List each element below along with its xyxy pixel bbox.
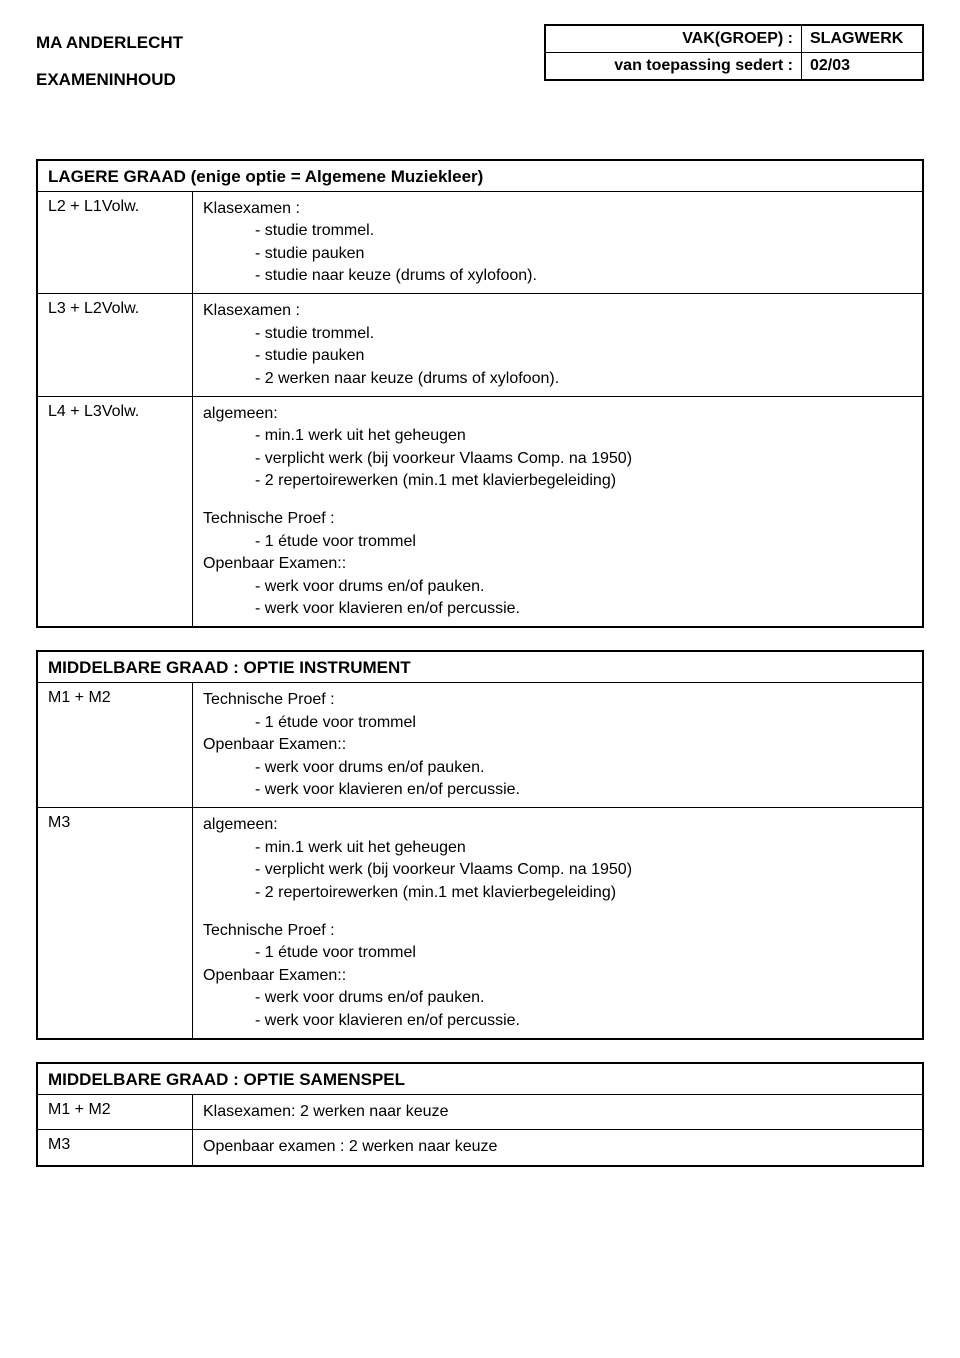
mi-title: MIDDELBARE GRAAD : OPTIE INSTRUMENT [38, 652, 922, 682]
vak-label: VAK(GROEP) : [546, 26, 802, 52]
ms-row-m3: M3 Openbaar examen : 2 werken naar keuze [38, 1129, 922, 1164]
l4-label: L4 + L3Volw. [38, 397, 193, 627]
mi-m3-alg-2: - verplicht werk (bij voorkeur Vlaams Co… [203, 859, 912, 881]
l3-item-2: - studie pauken [203, 345, 912, 367]
l4-tech-1: - 1 étude voor trommel [203, 531, 912, 553]
l2-item-2: - studie pauken [203, 243, 912, 265]
header-row-date: van toepassing sedert : 02/03 [546, 53, 922, 79]
l4-alg-2: - verplicht werk (bij voorkeur Vlaams Co… [203, 448, 912, 470]
l3-item-1: - studie trommel. [203, 323, 912, 345]
lagere-title: LAGERE GRAAD (enige optie = Algemene Muz… [38, 161, 922, 191]
middel-samenspel-table: MIDDELBARE GRAAD : OPTIE SAMENSPEL M1 + … [36, 1062, 924, 1167]
lagere-row-l3: L3 + L2Volw. Klasexamen : - studie tromm… [38, 293, 922, 396]
l2-item-3: - studie naar keuze (drums of xylofoon). [203, 265, 912, 287]
ms-m3-content: Openbaar examen : 2 werken naar keuze [193, 1130, 922, 1164]
middel-instrument-table: MIDDELBARE GRAAD : OPTIE INSTRUMENT M1 +… [36, 650, 924, 1039]
lagere-row-l2: L2 + L1Volw. Klasexamen : - studie tromm… [38, 191, 922, 294]
mi-m1m2-content: Technische Proef : - 1 étude voor tromme… [193, 683, 922, 807]
mi-m3-tech-heading: Technische Proef : [203, 920, 912, 942]
mi-row-m3: M3 algemeen: - min.1 werk uit het geheug… [38, 807, 922, 1038]
l4-open-2: - werk voor klavieren en/of percussie. [203, 598, 912, 620]
mi-m1m2-tech-1: - 1 étude voor trommel [203, 712, 912, 734]
l2-label: L2 + L1Volw. [38, 192, 193, 294]
ms-m1m2-content: Klasexamen: 2 werken naar keuze [193, 1095, 922, 1129]
header-left: MA ANDERLECHT EXAMENINHOUD [36, 24, 183, 99]
lagere-row-l4: L4 + L3Volw. algemeen: - min.1 werk uit … [38, 396, 922, 627]
mi-m3-open-heading: Openbaar Examen:: [203, 965, 912, 987]
mi-m3-alg-heading: algemeen: [203, 814, 912, 836]
date-label: van toepassing sedert : [546, 53, 802, 79]
l2-content: Klasexamen : - studie trommel. - studie … [193, 192, 922, 294]
page-header: MA ANDERLECHT EXAMENINHOUD VAK(GROEP) : … [36, 24, 924, 99]
mi-m3-open-2: - werk voor klavieren en/of percussie. [203, 1010, 912, 1032]
mi-m1m2-open-heading: Openbaar Examen:: [203, 734, 912, 756]
mi-m3-label: M3 [38, 808, 193, 1038]
doc-title: EXAMENINHOUD [36, 61, 183, 98]
l2-heading: Klasexamen : [203, 198, 912, 220]
mi-m1m2-open-1: - werk voor drums en/of pauken. [203, 757, 912, 779]
l4-alg-1: - min.1 werk uit het geheugen [203, 425, 912, 447]
l4-alg-heading: algemeen: [203, 403, 912, 425]
mi-m1m2-tech-heading: Technische Proef : [203, 689, 912, 711]
mi-m1m2-label: M1 + M2 [38, 683, 193, 807]
date-value: 02/03 [802, 53, 922, 79]
mi-m3-open-1: - werk voor drums en/of pauken. [203, 987, 912, 1009]
vak-value: SLAGWERK [802, 26, 922, 52]
ms-row-m1m2: M1 + M2 Klasexamen: 2 werken naar keuze [38, 1094, 922, 1129]
school-name: MA ANDERLECHT [36, 24, 183, 61]
header-info-box: VAK(GROEP) : SLAGWERK van toepassing sed… [544, 24, 924, 81]
mi-m3-alg-3: - 2 repertoirewerken (min.1 met klavierb… [203, 882, 912, 904]
mi-m1m2-open-2: - werk voor klavieren en/of percussie. [203, 779, 912, 801]
l4-open-heading: Openbaar Examen:: [203, 553, 912, 575]
ms-m1m2-label: M1 + M2 [38, 1095, 193, 1129]
l4-alg-3: - 2 repertoirewerken (min.1 met klavierb… [203, 470, 912, 492]
mi-row-m1m2: M1 + M2 Technische Proef : - 1 étude voo… [38, 682, 922, 807]
ms-m3-label: M3 [38, 1130, 193, 1164]
l4-open-1: - werk voor drums en/of pauken. [203, 576, 912, 598]
header-row-vak: VAK(GROEP) : SLAGWERK [546, 26, 922, 53]
l3-heading: Klasexamen : [203, 300, 912, 322]
l3-label: L3 + L2Volw. [38, 294, 193, 396]
ms-title: MIDDELBARE GRAAD : OPTIE SAMENSPEL [38, 1064, 922, 1094]
l4-content: algemeen: - min.1 werk uit het geheugen … [193, 397, 922, 627]
mi-m3-content: algemeen: - min.1 werk uit het geheugen … [193, 808, 922, 1038]
lagere-graad-table: LAGERE GRAAD (enige optie = Algemene Muz… [36, 159, 924, 629]
l2-item-1: - studie trommel. [203, 220, 912, 242]
l3-item-3: - 2 werken naar keuze (drums of xylofoon… [203, 368, 912, 390]
mi-m3-tech-1: - 1 étude voor trommel [203, 942, 912, 964]
mi-m3-alg-1: - min.1 werk uit het geheugen [203, 837, 912, 859]
l4-tech-heading: Technische Proef : [203, 508, 912, 530]
l3-content: Klasexamen : - studie trommel. - studie … [193, 294, 922, 396]
